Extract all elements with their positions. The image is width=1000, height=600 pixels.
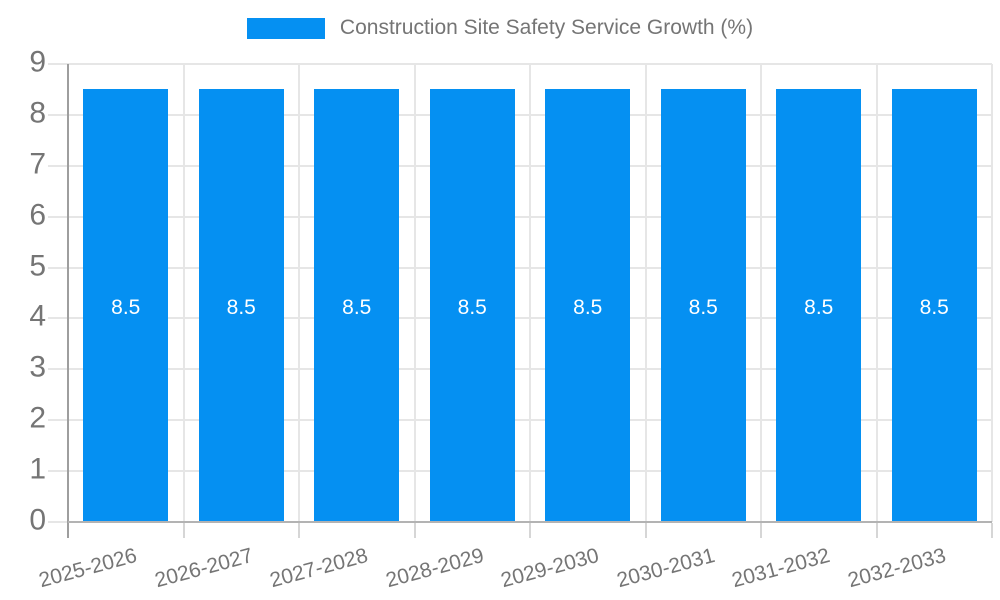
- x-tick-mark: [644, 523, 647, 538]
- x-tick-label: 2031-2032: [729, 544, 833, 593]
- y-tick-mark: [48, 368, 68, 371]
- x-tick-label: 2027-2028: [267, 544, 371, 593]
- bar: [83, 89, 169, 521]
- y-tick-label: 7: [29, 147, 46, 181]
- bar-value-label: 8.5: [804, 295, 834, 319]
- bar-value-label: 8.5: [573, 295, 603, 319]
- legend-swatch-icon: [246, 17, 325, 39]
- x-tick-mark: [991, 523, 993, 538]
- x-tick-label: 2032-2033: [845, 544, 949, 593]
- x-tick-label: 2025-2026: [36, 544, 140, 593]
- bar: [545, 89, 631, 521]
- x-tick-label: 2030-2031: [614, 544, 718, 593]
- v-gridline: [644, 64, 647, 522]
- bar-value-label: 8.5: [688, 295, 718, 319]
- legend-label: Construction Site Safety Service Growth …: [339, 16, 754, 39]
- x-tick-mark: [529, 523, 531, 538]
- y-tick-label: 3: [29, 350, 46, 384]
- bar: [198, 89, 284, 521]
- v-gridline: [182, 64, 185, 522]
- bar: [429, 89, 515, 521]
- y-tick-label: 4: [29, 300, 46, 334]
- bar: [776, 89, 862, 521]
- y-tick-mark: [48, 470, 68, 473]
- y-tick-mark: [48, 317, 68, 320]
- y-tick-label: 5: [29, 249, 46, 283]
- x-tick-mark: [182, 523, 185, 538]
- bar-value-label: 8.5: [457, 295, 487, 319]
- y-tick-mark: [48, 215, 68, 218]
- x-tick-mark: [298, 523, 300, 538]
- x-tick-label: 2028-2029: [383, 544, 487, 593]
- y-axis-line: [67, 64, 69, 538]
- x-tick-mark: [760, 523, 762, 538]
- y-tick-label: 0: [29, 503, 46, 537]
- bar: [891, 89, 977, 521]
- x-axis-line: [68, 521, 992, 523]
- bar-value-label: 8.5: [342, 295, 372, 319]
- y-tick-mark: [48, 63, 68, 65]
- y-tick-label: 2: [29, 401, 46, 435]
- v-gridline: [413, 64, 416, 522]
- y-tick-mark: [48, 419, 68, 422]
- chart-legend: Construction Site Safety Service Growth …: [0, 16, 1000, 40]
- v-gridline: [529, 64, 531, 522]
- bar-value-label: 8.5: [226, 295, 256, 319]
- y-tick-mark: [48, 164, 68, 167]
- y-tick-mark: [48, 521, 68, 523]
- y-tick-label: 1: [29, 452, 46, 486]
- bar-value-label: 8.5: [919, 295, 949, 319]
- y-tick-label: 6: [29, 198, 46, 232]
- v-gridline: [875, 64, 878, 522]
- v-gridline: [991, 64, 993, 522]
- y-tick-mark: [48, 266, 68, 269]
- y-tick-mark: [48, 113, 68, 116]
- v-gridline: [760, 64, 762, 522]
- y-tick-label: 8: [29, 96, 46, 130]
- x-tick-label: 2026-2027: [152, 544, 256, 593]
- bar: [660, 89, 746, 521]
- x-tick-mark: [875, 523, 878, 538]
- x-tick-mark: [413, 523, 416, 538]
- bar: [314, 89, 400, 521]
- x-tick-label: 2029-2030: [498, 544, 602, 593]
- y-tick-label: 9: [29, 45, 46, 79]
- v-gridline: [298, 64, 300, 522]
- bar-value-label: 8.5: [111, 295, 141, 319]
